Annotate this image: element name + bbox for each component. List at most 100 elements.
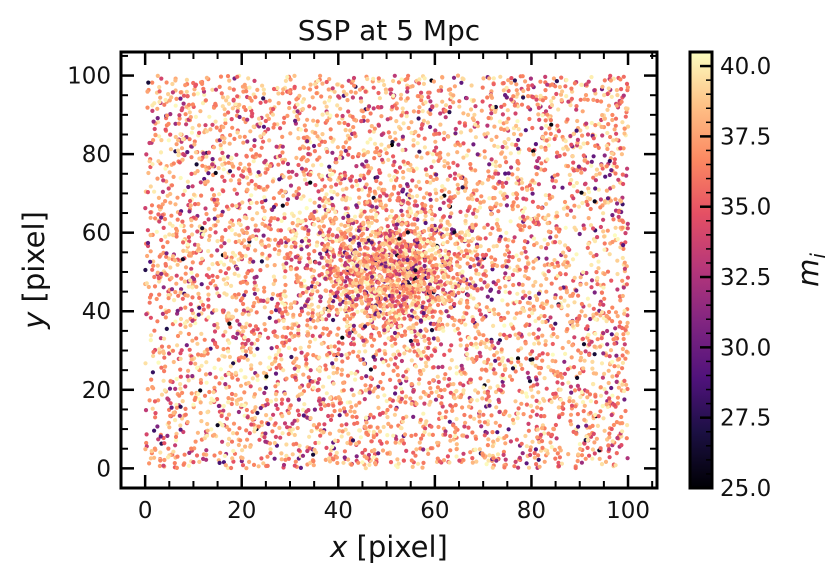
scatter-point (580, 133, 585, 138)
scatter-point (423, 100, 428, 105)
scatter-point (197, 459, 202, 464)
scatter-point (428, 99, 433, 104)
scatter-point (452, 194, 457, 199)
scatter-point (246, 76, 251, 81)
scatter-point (623, 114, 628, 119)
scatter-point (284, 376, 289, 381)
scatter-point (584, 281, 589, 286)
scatter-point (544, 138, 549, 143)
scatter-point (558, 271, 563, 276)
scatter-point (247, 237, 252, 242)
scatter-point (193, 439, 198, 444)
scatter-point (254, 310, 259, 315)
scatter-point (266, 225, 271, 230)
scatter-point (280, 91, 285, 96)
scatter-point (405, 160, 411, 166)
scatter-point (593, 317, 598, 322)
scatter-point (386, 130, 391, 135)
scatter-point (270, 291, 276, 297)
scatter-point (469, 228, 475, 233)
scatter-point (364, 415, 369, 420)
scatter-point (159, 344, 165, 349)
scatter-point (341, 89, 346, 94)
scatter-point (575, 458, 580, 464)
scatter-point (152, 274, 157, 280)
scatter-point (199, 363, 204, 368)
scatter-point (589, 120, 594, 126)
scatter-point (442, 376, 447, 381)
scatter-point (154, 229, 159, 234)
scatter-point (536, 365, 541, 370)
scatter-point (146, 170, 151, 176)
scatter-point (188, 323, 193, 328)
scatter-point (348, 128, 353, 133)
scatter-point (224, 385, 229, 390)
scatter-point (144, 312, 149, 317)
scatter-point (200, 81, 205, 86)
scatter-point (613, 197, 618, 202)
scatter-point (587, 352, 592, 357)
scatter-point (341, 406, 347, 411)
scatter-point (527, 295, 532, 301)
scatter-point (162, 217, 168, 222)
scatter-point (464, 229, 469, 235)
scatter-point (454, 371, 459, 376)
scatter-point (236, 166, 241, 171)
scatter-point (622, 126, 627, 131)
scatter-point (411, 168, 416, 174)
scatter-point (580, 336, 586, 341)
scatter-point (176, 293, 181, 298)
scatter-point (306, 252, 311, 257)
scatter-point (206, 249, 211, 254)
scatter-point (572, 203, 577, 208)
scatter-point (551, 369, 556, 374)
scatter-point (533, 279, 538, 285)
scatter-point (218, 146, 223, 151)
scatter-point (266, 365, 271, 370)
scatter-point (380, 205, 386, 210)
scatter-point (618, 198, 623, 203)
scatter-point (388, 460, 394, 465)
scatter-point (159, 76, 164, 81)
scatter-point (208, 127, 213, 132)
scatter-point (395, 457, 400, 462)
scatter-point (404, 114, 409, 119)
scatter-point (592, 451, 597, 456)
scatter-point (509, 97, 514, 102)
scatter-point (500, 355, 506, 361)
scatter-point (331, 403, 336, 408)
scatter-point (558, 373, 563, 378)
scatter-point (341, 388, 346, 393)
scatter-point (572, 335, 577, 340)
scatter-point (269, 346, 274, 351)
scatter-point (173, 103, 178, 108)
scatter-point (194, 284, 199, 289)
scatter-point (271, 107, 276, 112)
scatter-point (225, 276, 230, 281)
scatter-point (296, 192, 301, 197)
scatter-point (167, 425, 172, 430)
scatter-point (255, 346, 260, 351)
scatter-point (481, 453, 486, 458)
scatter-point (615, 401, 621, 406)
scatter-point (242, 166, 247, 171)
scatter-point (191, 192, 197, 197)
scatter-point (252, 280, 257, 285)
scatter-point (621, 74, 626, 79)
scatter-point (307, 104, 312, 109)
scatter-point (488, 287, 494, 292)
scatter-point (595, 98, 600, 103)
scatter-point (445, 177, 450, 182)
scatter-point (315, 380, 320, 385)
scatter-point (579, 82, 585, 87)
scatter-point (248, 444, 253, 449)
scatter-point (261, 87, 266, 92)
scatter-point (376, 186, 381, 191)
scatter-point (168, 132, 173, 137)
scatter-point (369, 439, 374, 444)
scatter-point (360, 460, 365, 465)
scatter-point (625, 221, 630, 226)
scatter-point (602, 428, 607, 433)
scatter-point (383, 341, 388, 346)
scatter-point (602, 241, 607, 246)
